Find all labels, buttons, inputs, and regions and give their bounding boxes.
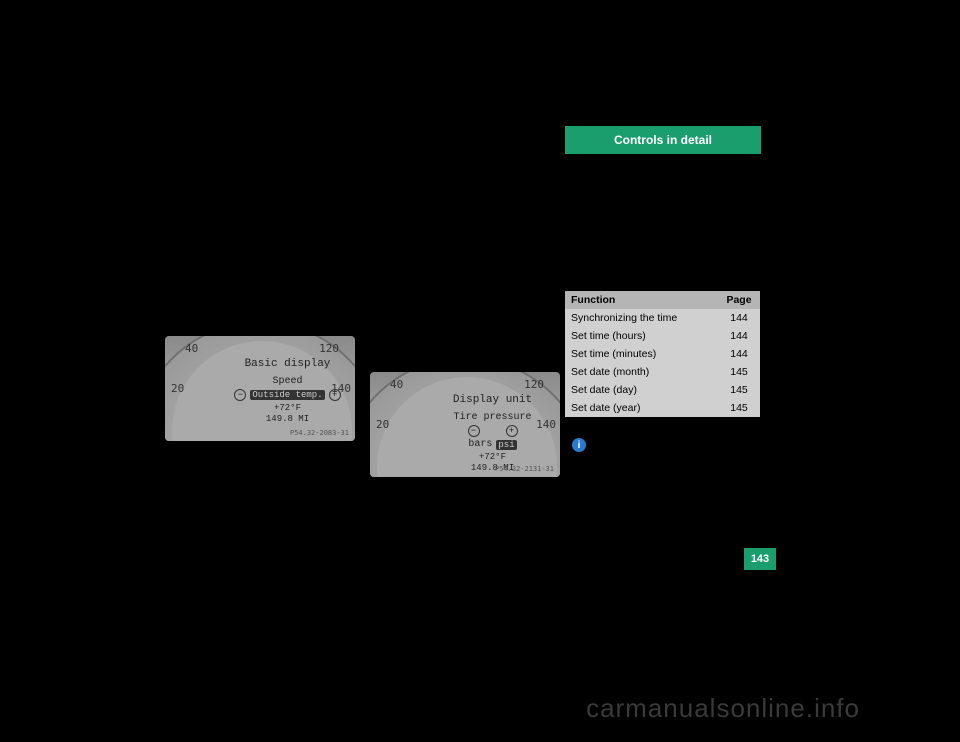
page-number-badge: 143	[744, 548, 776, 570]
plus-icon: +	[329, 389, 341, 401]
header-tab: Controls in detail	[565, 126, 761, 154]
cell-func: Set time (minutes)	[565, 345, 718, 363]
cell-func: Set time (hours)	[565, 327, 718, 345]
lcd-miles: 149.8 MI	[215, 414, 355, 424]
table-row: Set date (day) 145	[565, 381, 760, 399]
image-code: P54.32-2131-31	[495, 465, 554, 473]
minus-icon: −	[234, 389, 246, 401]
table-row: Set time (hours) 144	[565, 327, 760, 345]
image-code: P54.32-2083-31	[290, 429, 349, 437]
minus-icon: −	[468, 425, 480, 437]
lcd-subtitle: Tire pressure	[420, 412, 560, 423]
lcd-title: Display unit	[420, 394, 560, 406]
cell-func: Set date (year)	[565, 399, 718, 417]
options-row: bars psi	[420, 439, 560, 450]
lcd-temp: +72°F	[215, 403, 355, 413]
cell-func: Synchronizing the time	[565, 309, 718, 327]
lcd-screen: Basic display Speed − Outside temp. + +7…	[215, 358, 355, 424]
tick-120: 120	[524, 378, 544, 391]
selector-row: − Outside temp. +	[215, 389, 355, 401]
tick-20: 20	[171, 382, 184, 395]
lcd-selected: Outside temp.	[250, 390, 324, 400]
lcd-temp: +72°F	[420, 452, 560, 462]
tick-20: 20	[376, 418, 389, 431]
lcd-screen: Display unit Tire pressure − + bars psi …	[420, 394, 560, 473]
table-row: Synchronizing the time 144	[565, 309, 760, 327]
lcd-label: Speed	[215, 376, 355, 387]
tick-40: 40	[185, 342, 198, 355]
col-page: Page	[718, 291, 760, 309]
option-bars: bars	[468, 439, 492, 450]
function-table: Function Page Synchronizing the time 144…	[565, 291, 760, 417]
lcd-title: Basic display	[215, 358, 355, 370]
tick-120: 120	[319, 342, 339, 355]
cell-func: Set date (day)	[565, 381, 718, 399]
table-row: Set time (minutes) 144	[565, 345, 760, 363]
gauge-basic-display: 40 120 20 140 Basic display Speed − Outs…	[165, 336, 355, 441]
table-header: Function Page	[565, 291, 760, 309]
info-icon: i	[572, 438, 586, 452]
col-function: Function	[565, 291, 718, 309]
cell-page: 145	[718, 399, 760, 417]
plus-icon: +	[506, 425, 518, 437]
gauge-display-unit: 40 120 20 140 Display unit Tire pressure…	[370, 372, 560, 477]
cell-page: 144	[718, 345, 760, 363]
tick-40: 40	[390, 378, 403, 391]
cell-page: 145	[718, 381, 760, 399]
cell-page: 144	[718, 309, 760, 327]
option-psi: psi	[496, 440, 516, 450]
cell-func: Set date (month)	[565, 363, 718, 381]
cell-page: 145	[718, 363, 760, 381]
table-row: Set date (year) 145	[565, 399, 760, 417]
cell-page: 144	[718, 327, 760, 345]
selector-row: − +	[420, 425, 560, 437]
table-row: Set date (month) 145	[565, 363, 760, 381]
watermark: carmanualsonline.info	[586, 693, 860, 724]
